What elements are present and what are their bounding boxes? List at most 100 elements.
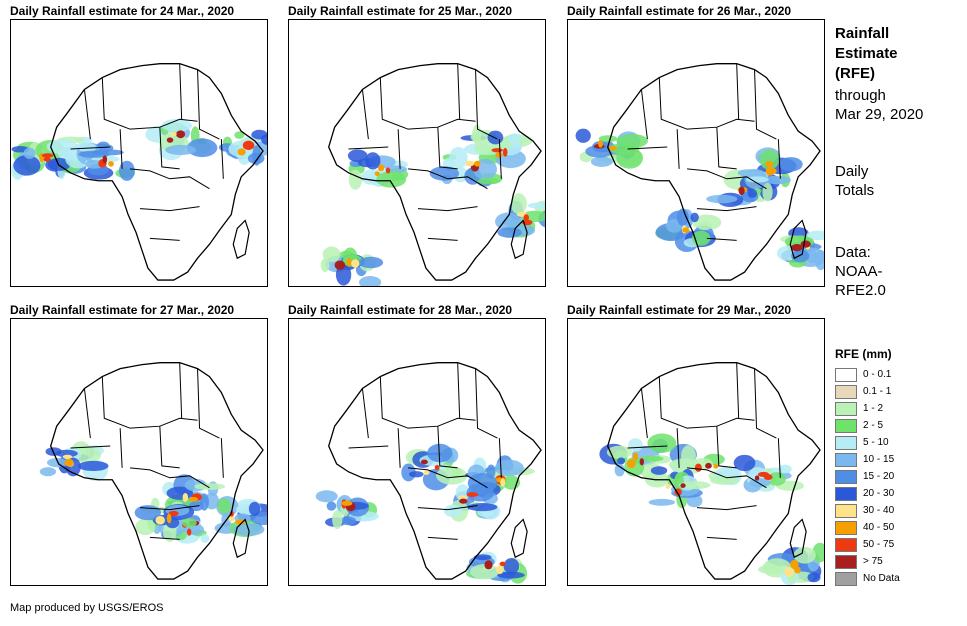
heavy-rain-patch xyxy=(627,459,636,469)
rain-patch xyxy=(806,248,818,264)
map-panel-25-mar: Daily Rainfall estimate for 25 Mar., 202… xyxy=(288,3,546,293)
panel-title: Daily Rainfall estimate for 26 Mar., 202… xyxy=(567,4,792,18)
rain-patch xyxy=(322,246,341,263)
country-border xyxy=(379,77,476,130)
rain-patch xyxy=(248,501,261,516)
country-border xyxy=(139,505,200,511)
country-border xyxy=(754,368,777,439)
rainfall-map xyxy=(288,19,546,287)
map-panel-28-mar: Daily Rainfall estimate for 28 Mar., 202… xyxy=(288,302,546,592)
legend-label: 2 - 5 xyxy=(863,420,884,431)
heavy-rain-patch xyxy=(420,459,428,465)
country-border xyxy=(220,139,224,179)
legend-label: 0.1 - 1 xyxy=(863,386,892,397)
data-source-line: RFE2.0 xyxy=(835,282,886,299)
rain-patch xyxy=(78,142,97,153)
country-border xyxy=(361,89,369,140)
country-border xyxy=(640,89,648,140)
heavy-rain-patch xyxy=(170,132,177,137)
legend-item: 40 - 50 xyxy=(835,520,955,537)
heavy-rain-patch xyxy=(182,492,189,502)
legend-label: 50 - 75 xyxy=(863,539,895,550)
heavy-rain-patch xyxy=(423,470,430,475)
rain-patch xyxy=(436,466,468,485)
legend-item: 15 - 20 xyxy=(835,469,955,486)
rain-patch xyxy=(339,516,357,526)
footer-credit: Map produced by USGS/EROS xyxy=(10,602,164,614)
heavy-rain-patch xyxy=(705,462,712,469)
heavy-rain-patch xyxy=(64,458,74,467)
rain-patch xyxy=(650,466,668,475)
daily-label: Daily xyxy=(835,163,869,180)
heavy-rain-patch xyxy=(466,492,479,498)
heavy-rain-patch xyxy=(43,157,51,162)
heavy-rain-patch xyxy=(665,484,671,489)
legend-label: 5 - 10 xyxy=(863,437,889,448)
rain-patch xyxy=(320,258,330,273)
rain-patch xyxy=(384,165,408,173)
heavy-rain-patch xyxy=(228,515,235,522)
legend-swatch xyxy=(835,436,857,450)
rain-patch xyxy=(23,147,36,159)
country-border xyxy=(101,77,198,130)
country-border xyxy=(706,237,737,241)
legend-swatch xyxy=(835,453,857,467)
legend-label: 40 - 50 xyxy=(863,522,895,533)
country-border xyxy=(736,362,740,419)
country-border xyxy=(676,428,680,468)
rain-patch xyxy=(119,160,135,181)
rain-patch xyxy=(408,471,424,478)
heavy-rain-patch xyxy=(791,243,803,252)
country-border xyxy=(437,127,458,170)
country-border xyxy=(777,139,781,179)
through-text: through Mar 29, 2020 xyxy=(835,86,965,124)
heavy-rain-patch xyxy=(242,140,255,151)
rain-patch xyxy=(348,169,363,190)
heavy-rain-patch xyxy=(784,566,794,577)
country-border xyxy=(397,129,401,169)
rain-patch xyxy=(697,221,713,231)
rain-patch xyxy=(466,484,495,502)
heavy-rain-patch xyxy=(459,498,468,504)
rain-patch xyxy=(793,546,816,564)
legend-item: > 75 xyxy=(835,554,955,571)
rain-patch xyxy=(194,483,226,490)
legend-label: 30 - 40 xyxy=(863,505,895,516)
legend-item: 30 - 40 xyxy=(835,503,955,520)
heavy-rain-patch xyxy=(334,260,346,270)
rain-patch xyxy=(46,458,68,468)
heavy-rain-patch xyxy=(495,565,504,575)
panel-title: Daily Rainfall estimate for 25 Mar., 202… xyxy=(288,4,513,18)
africa-map-graphic xyxy=(575,63,824,281)
side-title-line: (RFE) xyxy=(835,65,875,82)
country-border xyxy=(119,129,123,169)
country-border xyxy=(716,426,737,469)
legend-item: 1 - 2 xyxy=(835,401,955,418)
legend-swatch xyxy=(835,470,857,484)
side-title-line: Estimate xyxy=(835,45,898,62)
rain-patch xyxy=(706,194,738,204)
legend-swatch xyxy=(835,368,857,382)
country-border xyxy=(640,388,648,439)
rain-patch xyxy=(429,166,460,181)
heavy-rain-patch xyxy=(235,519,245,525)
rain-patch xyxy=(47,157,71,171)
country-border xyxy=(149,536,180,540)
rain-patch xyxy=(763,175,791,185)
heavy-rain-patch xyxy=(790,559,799,569)
africa-coastline xyxy=(328,63,542,281)
rain-patch xyxy=(261,133,267,146)
heavy-rain-patch xyxy=(188,497,199,502)
heavy-rain-patch xyxy=(168,510,179,517)
madagascar-outline xyxy=(789,518,807,559)
country-border xyxy=(197,69,220,140)
rain-patch xyxy=(186,138,218,158)
legend-label: 10 - 15 xyxy=(863,454,895,465)
rain-patch xyxy=(165,144,197,155)
rain-patch xyxy=(161,119,193,132)
country-border xyxy=(417,505,478,511)
heavy-rain-patch xyxy=(166,137,174,143)
country-border xyxy=(408,467,488,489)
africa-coastline xyxy=(607,63,821,281)
country-border xyxy=(70,445,111,449)
